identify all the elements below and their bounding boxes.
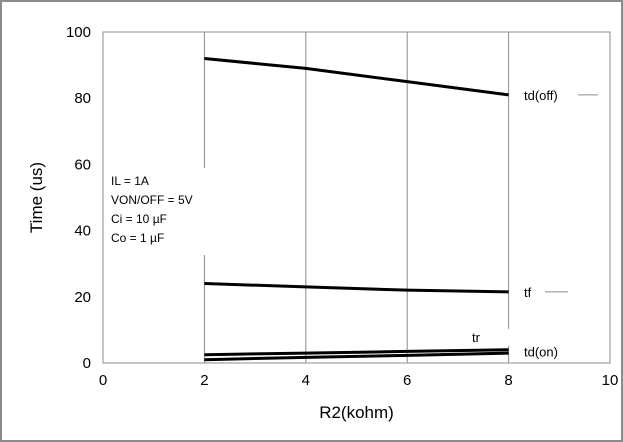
x-tick-label-1: 2 — [200, 372, 208, 389]
y-tick-label-3: 60 — [74, 156, 91, 173]
series-label-bg-0 — [521, 86, 569, 104]
series-label-2: tr — [472, 330, 481, 345]
x-tick-label-5: 10 — [602, 372, 619, 389]
series-label-bg-3 — [521, 343, 569, 361]
series-line-0 — [204, 56, 509, 97]
x-tick-label-0: 0 — [99, 372, 107, 389]
plot-area — [102, 31, 611, 364]
y-tick-label-0: 0 — [83, 355, 91, 372]
annotation-line-2: Ci = 10 µF — [111, 212, 167, 226]
series-label-1: tf — [524, 285, 532, 300]
y-tick-label-4: 80 — [74, 90, 91, 107]
x-axis-title: R2(kohm) — [319, 403, 394, 422]
series-label-bg-2 — [469, 328, 517, 346]
annotation-line-0: IL = 1A — [111, 174, 149, 188]
x-tick-label-4: 8 — [504, 372, 512, 389]
annotation-line-1: VON/OFF = 5V — [111, 193, 193, 207]
x-tick-label-3: 6 — [403, 372, 411, 389]
y-axis-title: Time (us) — [27, 162, 46, 233]
annotation-box — [104, 168, 216, 255]
y-tick-label-5: 100 — [66, 24, 91, 41]
y-tick-label-1: 20 — [74, 289, 91, 306]
series-label-3: td(on) — [524, 344, 558, 359]
series-line-3 — [204, 351, 509, 362]
series-label-0: td(off) — [524, 88, 558, 103]
y-tick-label-2: 40 — [74, 223, 91, 240]
series-line-2 — [204, 348, 509, 357]
x-tick-label-2: 4 — [302, 372, 310, 389]
annotation-line-3: Co = 1 µF — [111, 231, 164, 245]
series-line-1 — [204, 282, 509, 294]
